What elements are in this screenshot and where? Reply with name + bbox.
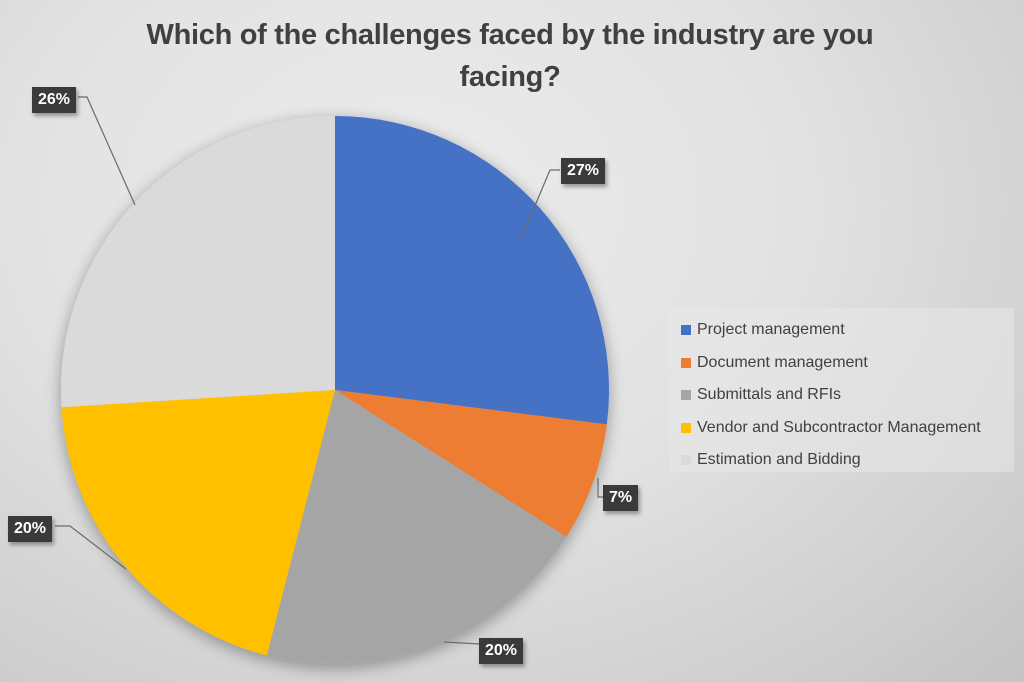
legend-swatch-icon — [681, 422, 691, 433]
leader-line-submittals — [443, 641, 481, 645]
pie-slice-estimation — [61, 116, 335, 408]
pie-slice-project-management — [335, 116, 609, 425]
legend-label: Document management — [697, 353, 868, 371]
chart-legend: Project management Document management S… — [669, 308, 1014, 472]
legend-item-vendor: Vendor and Subcontractor Management — [681, 412, 1014, 445]
legend-label: Project management — [697, 321, 845, 339]
legend-label: Submittals and RFIs — [697, 386, 842, 404]
legend-item-project-management: Project management — [681, 314, 1014, 347]
leader-line-project-management — [520, 169, 560, 240]
legend-swatch-icon — [681, 390, 691, 401]
legend-swatch-icon — [681, 455, 691, 466]
legend-swatch-icon — [681, 325, 691, 336]
pie-slice-submittals — [266, 390, 567, 664]
chart-title: Which of the challenges faced by the ind… — [146, 19, 874, 93]
legend-label: Vendor and Subcontractor Management — [697, 418, 981, 436]
pie-slice-vendor — [61, 390, 335, 656]
legend-item-document-management: Document management — [681, 347, 1014, 380]
leader-line-estimation — [78, 96, 136, 206]
data-label-project-management: 27% — [561, 158, 606, 184]
leader-line-vendor — [55, 525, 127, 570]
pie-slice-document-management — [335, 390, 607, 537]
data-label-submittals: 20% — [479, 638, 524, 664]
data-label-vendor: 20% — [8, 516, 53, 542]
legend-swatch-icon — [681, 357, 691, 368]
legend-label: Estimation and Bidding — [697, 451, 861, 469]
leader-line-document-management — [597, 478, 603, 498]
legend-item-submittals: Submittals and RFIs — [681, 379, 1014, 412]
legend-item-estimation: Estimation and Bidding — [681, 444, 1014, 477]
data-label-document-management: 7% — [603, 485, 639, 511]
data-label-estimation: 26% — [32, 87, 77, 113]
